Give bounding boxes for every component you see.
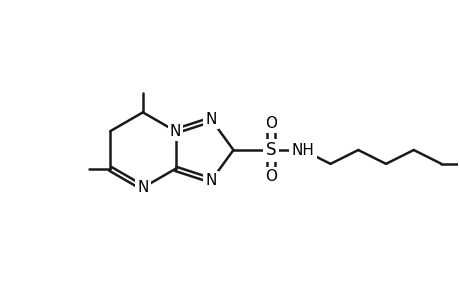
Text: N: N (169, 124, 181, 139)
Text: O: O (264, 169, 276, 184)
Text: N: N (137, 180, 148, 195)
Text: O: O (264, 116, 276, 131)
Text: S: S (265, 141, 276, 159)
Text: N: N (205, 173, 217, 188)
Text: N: N (205, 112, 217, 127)
Text: NH: NH (291, 142, 313, 158)
